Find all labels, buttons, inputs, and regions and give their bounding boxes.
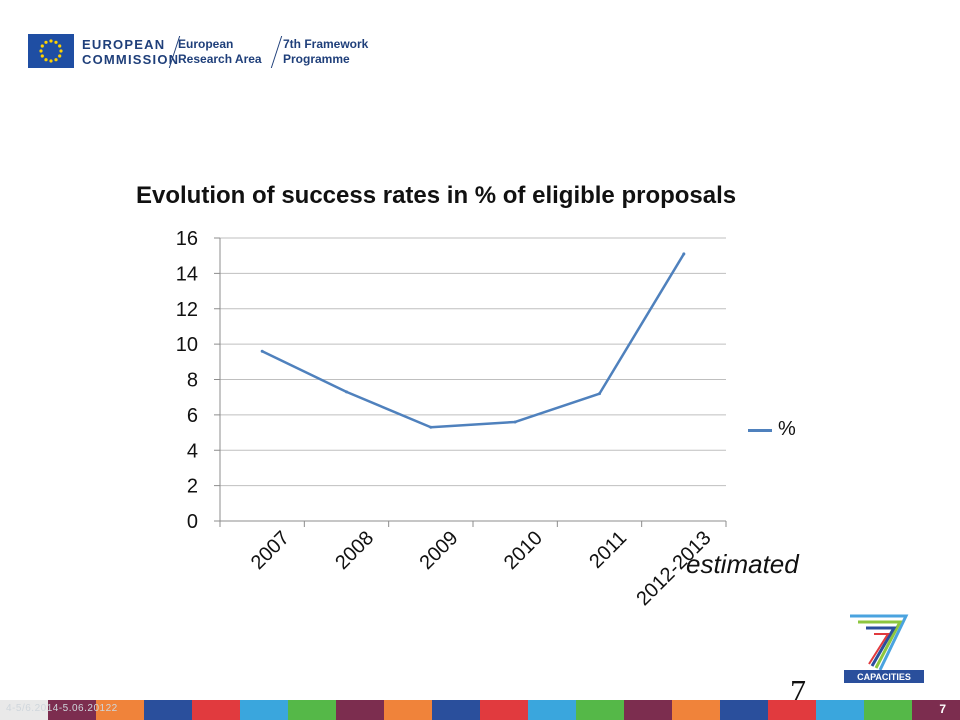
footer-color-segment [816, 700, 864, 720]
fp-line1: 7th Framework [283, 37, 369, 51]
footer-color-segment [864, 700, 912, 720]
series-line [261, 253, 685, 429]
framework-programme-label: 7th Framework Programme [283, 37, 368, 67]
x-tick-label: 2010 [500, 527, 547, 574]
footer-color-segment [768, 700, 816, 720]
footer-color-bar [0, 700, 960, 720]
y-tick-label: 12 [176, 299, 198, 321]
y-tick-label: 6 [187, 405, 198, 427]
era-line1: European [178, 37, 234, 51]
legend-series-label: % [778, 418, 796, 440]
estimated-annotation: estimated [686, 549, 799, 579]
y-tick-label: 4 [187, 440, 198, 462]
footer-color-segment [672, 700, 720, 720]
x-tick-label: 2009 [416, 527, 463, 574]
footer-color-segment [0, 700, 48, 720]
footer-date: 4-5/6.2014-5.06.20122 [6, 703, 118, 714]
capacities-logo-text: CAPACITIES [857, 672, 911, 682]
footer-color-segment [624, 700, 672, 720]
footer-color-segment [192, 700, 240, 720]
footer-color-segment [288, 700, 336, 720]
legend-series-swatch [748, 429, 772, 432]
data-point [260, 349, 264, 353]
y-tick-label: 16 [176, 228, 198, 250]
x-tick-label: 2011 [585, 527, 631, 573]
european-commission-label: EUROPEAN COMMISSION [82, 37, 179, 67]
footer-color-segment [432, 700, 480, 720]
data-point [345, 390, 348, 394]
footer-slide-number: 7 [939, 702, 946, 716]
fp7-seven-icon: CAPACITIES [844, 614, 924, 683]
org-line1: EUROPEAN [82, 37, 166, 52]
footer-color-segment [720, 700, 768, 720]
footer-color-segment [528, 700, 576, 720]
footer-color-segment [576, 700, 624, 720]
research-area-label: European Research Area [178, 37, 262, 67]
footer-color-segment [144, 700, 192, 720]
footer-color-segment [384, 700, 432, 720]
footer-color-segment [336, 700, 384, 720]
chart-title: Evolution of success rates in % of eligi… [136, 182, 737, 209]
x-tick-label: 2008 [331, 527, 378, 574]
footer-color-segment [240, 700, 288, 720]
y-tick-label: 14 [176, 263, 198, 285]
x-tick-label: 2007 [247, 527, 294, 574]
y-tick-label: 10 [176, 334, 198, 356]
footer-color-segment [912, 700, 960, 720]
era-line2: Research Area [178, 52, 262, 66]
eu-stars-icon [39, 39, 63, 63]
fp-line2: Programme [283, 52, 350, 66]
org-line2: COMMISSION [82, 52, 180, 67]
y-tick-label: 0 [187, 511, 198, 533]
eu-flag-logo [28, 34, 74, 68]
data-point [682, 252, 686, 256]
fp7-capacities-logo: CAPACITIES [828, 608, 938, 688]
y-tick-label: 8 [187, 370, 198, 392]
footer-color-segment [48, 700, 96, 720]
y-tick-label: 2 [187, 476, 198, 498]
data-point [598, 392, 601, 396]
footer-color-segment [96, 700, 144, 720]
data-point [429, 425, 433, 429]
footer-color-segment [480, 700, 528, 720]
header: EUROPEAN COMMISSION European Research Ar… [28, 34, 448, 74]
data-point [513, 420, 517, 424]
